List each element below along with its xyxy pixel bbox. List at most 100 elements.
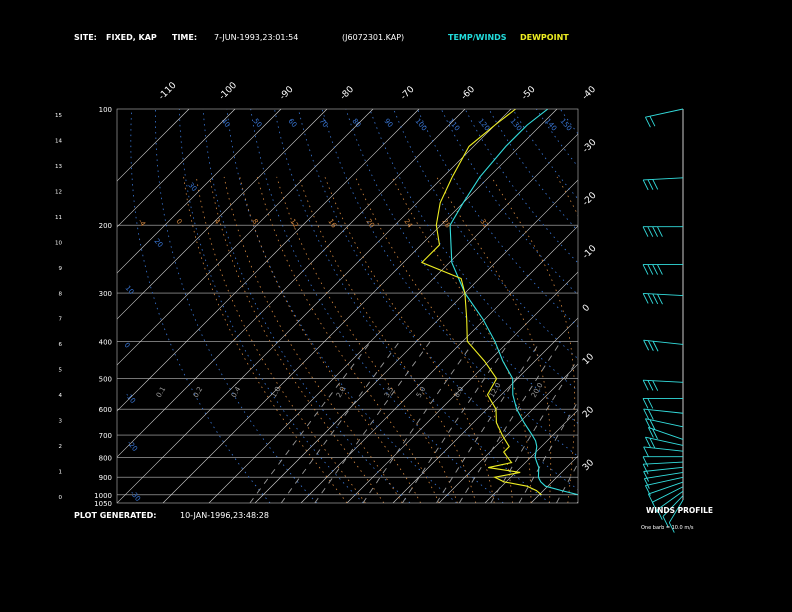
wind-barb-flag (647, 427, 654, 438)
wind-barb-flag (645, 418, 651, 429)
temperature-tick-label: -20 (581, 190, 599, 208)
wind-barb-flag (643, 471, 650, 482)
moist-adiabat-line (605, 177, 641, 503)
height-tick-label: 13 (55, 164, 62, 170)
wind-barb-shaft (662, 495, 684, 517)
pressure-tick-label: 500 (99, 376, 112, 384)
plot-area (117, 109, 687, 503)
wind-barb-shaft (643, 461, 684, 465)
temp-winds-legend: TEMP/WINDS (448, 33, 507, 42)
mixing-ratio-line (518, 400, 578, 503)
height-tick-label: 4 (59, 393, 63, 399)
dry-adiabat-line (155, 109, 317, 503)
dry-adiabat-line (536, 109, 578, 168)
wind-barb-flag (649, 419, 656, 430)
wind-barb-flag (652, 380, 659, 391)
wind-barb-flag (652, 293, 659, 305)
file-id: (J6072301.KAP) (342, 33, 404, 42)
wind-barb-flag (652, 264, 659, 275)
mixing-ratio-label: 20.0 (530, 381, 545, 399)
temperature-tick-label: -50 (520, 84, 538, 102)
pressure-tick-label: 700 (99, 432, 112, 440)
wind-barb-flag (656, 226, 663, 237)
pressure-tick-label: 200 (99, 222, 112, 230)
wind-barb (642, 398, 683, 409)
wind-barb (643, 446, 684, 458)
dry-adiabat-line (488, 109, 578, 232)
moist-adiabat-line (436, 176, 552, 503)
moist-adiabat-label: 12 (288, 218, 300, 230)
mixing-ratio-label: 0.2 (192, 385, 204, 399)
dry-adiabat-line (321, 109, 578, 457)
dry-adiabat-label: 30 (186, 181, 198, 193)
wind-barb (645, 108, 684, 128)
pressure-tick-label: 800 (99, 454, 112, 462)
isotherm-line (438, 363, 578, 503)
dry-adiabat-line (178, 109, 364, 503)
wind-barb-shaft (643, 177, 684, 181)
wind-barb (642, 461, 684, 475)
height-tick-label: 11 (55, 215, 62, 221)
dry-adiabat-label: 40 (219, 117, 231, 129)
wind-barb (645, 436, 684, 449)
moist-adiabat-line (183, 176, 348, 503)
pressure-tick-label: 300 (99, 290, 112, 298)
height-tick-label: 3 (59, 419, 63, 425)
temperature-tick-label: -70 (399, 84, 417, 102)
isotherm-line (117, 109, 466, 458)
site-value: FIXED, KAP (106, 33, 157, 42)
pressure-tick-label: 1000 (94, 492, 112, 500)
wind-barb-flag (647, 409, 654, 420)
plot-generated-value: 10-JAN-1996,23:48:28 (180, 511, 269, 520)
wind-barb-flag (652, 179, 659, 190)
pressure-tick-label: 1050 (94, 500, 112, 508)
height-tick-label: 5 (59, 368, 63, 374)
mixing-ratio-line (402, 341, 511, 503)
wind-barb-shaft (643, 339, 684, 345)
isotherm-line (117, 109, 512, 503)
height-tick-label: 9 (59, 266, 63, 272)
moist-adiabat-line (556, 176, 578, 217)
dry-adiabat-label: 60 (286, 117, 298, 129)
wind-barb-flag (643, 340, 650, 351)
temperature-tick-label: 20 (581, 405, 596, 420)
wind-barb-flag (647, 340, 654, 351)
moist-adiabat-line (491, 176, 576, 503)
dry-adiabat-line (369, 109, 578, 392)
moist-adiabat-label: 8 (250, 218, 259, 226)
moist-adiabat-label: 16 (326, 218, 338, 230)
temperature-tick-label: -30 (581, 137, 599, 155)
isotherm-line (117, 109, 328, 320)
wind-barb (642, 264, 683, 275)
time-label: TIME: (172, 33, 197, 42)
mixing-ratio-label: 8.0 (453, 385, 465, 399)
dry-adiabat-label: 20 (152, 237, 164, 249)
wind-barb-shaft (643, 293, 684, 297)
moist-adiabat-line (623, 177, 687, 503)
temperature-tick-label: -80 (339, 84, 357, 102)
dry-adiabat-line (345, 109, 578, 424)
moist-adiabat-label: -4 (136, 218, 147, 229)
wind-barb-shaft (643, 408, 684, 414)
dry-adiabat-label: 140 (543, 117, 558, 132)
mixing-ratio-line (458, 341, 562, 503)
wind-barb-flag (643, 446, 650, 458)
wind-barb-shaft (645, 108, 684, 118)
moist-adiabat-label: 4 (212, 218, 221, 227)
isotherm-line (117, 109, 374, 366)
wind-barb-flag (645, 485, 651, 496)
dry-adiabat-label: -30 (128, 489, 141, 503)
wind-barb-flag (647, 493, 654, 505)
moist-adiabat-line (391, 176, 532, 503)
mixing-ratio-line (314, 341, 431, 503)
wind-barb (662, 495, 684, 527)
wind-barb-shaft (645, 436, 684, 446)
dry-adiabat-line (464, 109, 578, 264)
mixing-ratio-line (362, 341, 475, 503)
wind-barb (642, 177, 684, 191)
wind-barb-flag (647, 380, 654, 391)
wind-barb-flag (642, 264, 649, 275)
wind-barb-flag (649, 437, 656, 449)
plot-generated-label: PLOT GENERATED: (74, 511, 156, 520)
dewpoint-legend: DEWPOINT (520, 33, 569, 42)
